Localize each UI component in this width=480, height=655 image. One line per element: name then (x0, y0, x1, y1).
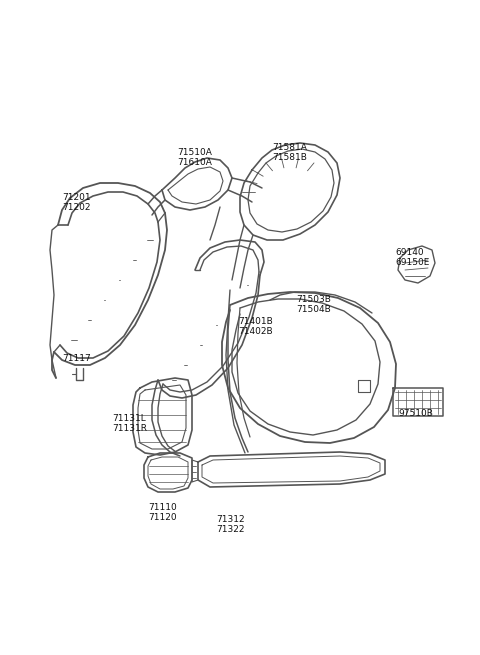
Text: 71117: 71117 (62, 354, 91, 363)
Text: 71131L
71131R: 71131L 71131R (112, 414, 147, 434)
Text: 71201
71202: 71201 71202 (62, 193, 91, 212)
Text: 71581A
71581B: 71581A 71581B (272, 143, 307, 162)
Text: 97510B: 97510B (398, 409, 433, 418)
Text: 69140
69150E: 69140 69150E (395, 248, 430, 267)
Text: 71503B
71504B: 71503B 71504B (296, 295, 331, 314)
Text: 71401B
71402B: 71401B 71402B (238, 317, 273, 337)
Text: 71110
71120: 71110 71120 (148, 503, 177, 523)
Text: 71312
71322: 71312 71322 (216, 515, 245, 534)
Text: 71510A
71610A: 71510A 71610A (178, 148, 213, 168)
